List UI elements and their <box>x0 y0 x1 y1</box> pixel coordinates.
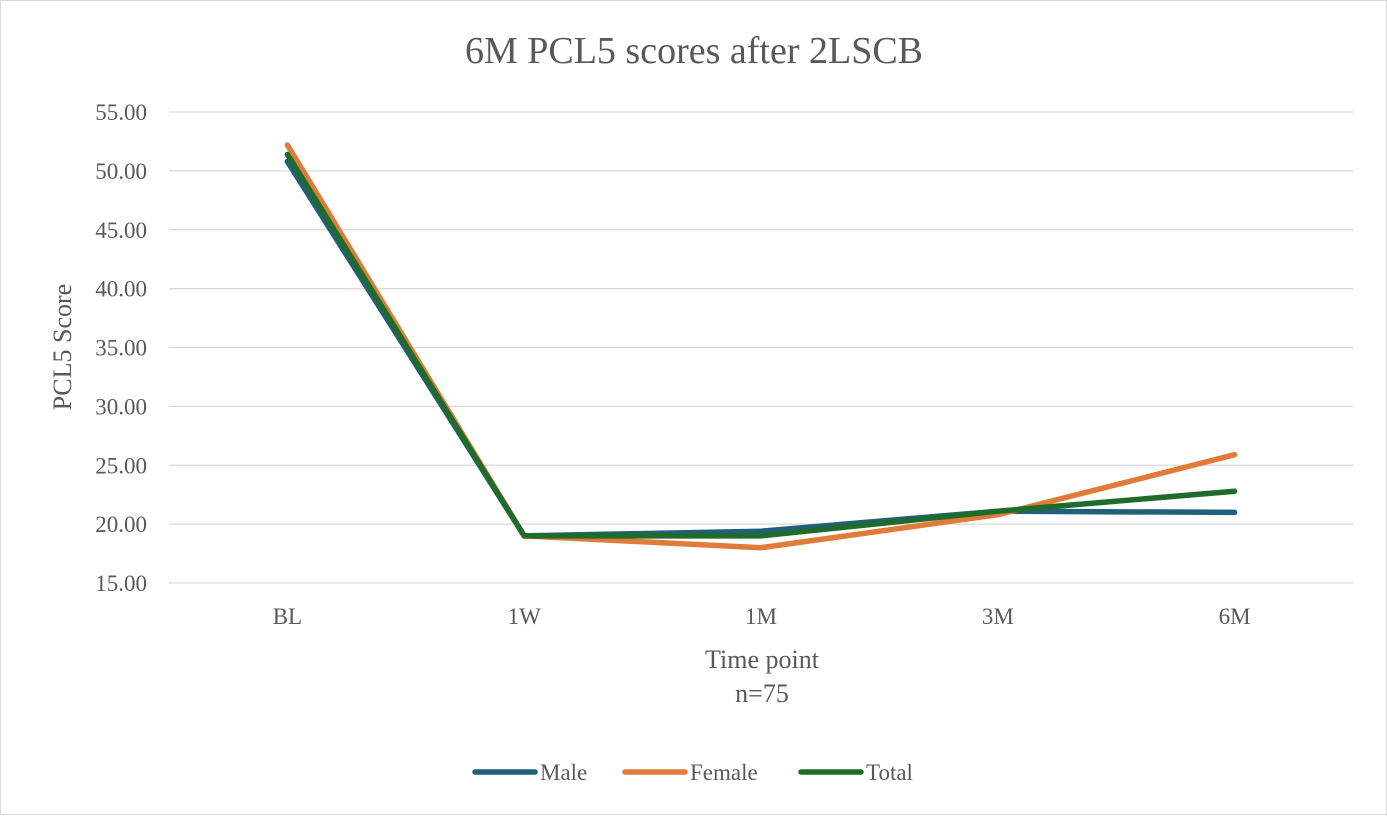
x-tick-label: BL <box>273 604 302 629</box>
y-tick-label: 15.00 <box>95 571 147 596</box>
series-line-total <box>284 151 1238 539</box>
y-axis-ticks: 15.00 20.00 25.00 30.00 35.00 40.00 45.00 50.00… <box>95 100 147 596</box>
y-axis-title: PCL5 Score <box>48 284 77 410</box>
data-point-total <box>758 533 764 539</box>
data-point-total <box>995 508 1001 514</box>
data-point-total <box>521 533 527 539</box>
chart-title: 6M PCL5 scores after 2LSCB <box>465 30 923 72</box>
x-tick-label: 6M <box>1219 604 1251 629</box>
x-tick-label: 1M <box>745 604 777 629</box>
y-tick-label: 40.00 <box>95 277 147 302</box>
legend-item-total: Total <box>798 760 913 785</box>
data-point-male <box>1232 509 1238 515</box>
y-tick-label: 35.00 <box>95 336 147 361</box>
data-point-female <box>1232 452 1238 458</box>
x-axis-subtitle: n=75 <box>735 679 789 708</box>
data-point-female <box>284 142 290 148</box>
y-tick-label: 25.00 <box>95 453 147 478</box>
series-lines <box>284 142 1238 551</box>
data-point-total <box>284 151 290 157</box>
series-line-female <box>284 142 1238 551</box>
series-line-male <box>284 158 1238 539</box>
y-tick-label: 50.00 <box>95 159 147 184</box>
legend-label: Female <box>690 760 758 785</box>
y-tick-label: 30.00 <box>95 394 147 419</box>
x-tick-label: 3M <box>982 604 1014 629</box>
y-tick-label: 45.00 <box>95 218 147 243</box>
y-tick-label: 55.00 <box>95 100 147 125</box>
x-axis-title: Time point <box>705 645 820 674</box>
y-tick-label: 20.00 <box>95 512 147 537</box>
data-point-total <box>1232 488 1238 494</box>
data-point-female <box>758 545 764 551</box>
legend-item-male: Male <box>472 760 587 785</box>
x-axis-ticks: BL 1W 1M 3M 6M <box>273 604 1251 629</box>
legend-item-female: Female <box>622 760 758 785</box>
legend-label: Male <box>540 760 587 785</box>
data-point-male <box>758 528 764 534</box>
legend: Male Female Total <box>472 760 913 785</box>
x-tick-label: 1W <box>508 604 542 629</box>
legend-label: Total <box>866 760 913 785</box>
